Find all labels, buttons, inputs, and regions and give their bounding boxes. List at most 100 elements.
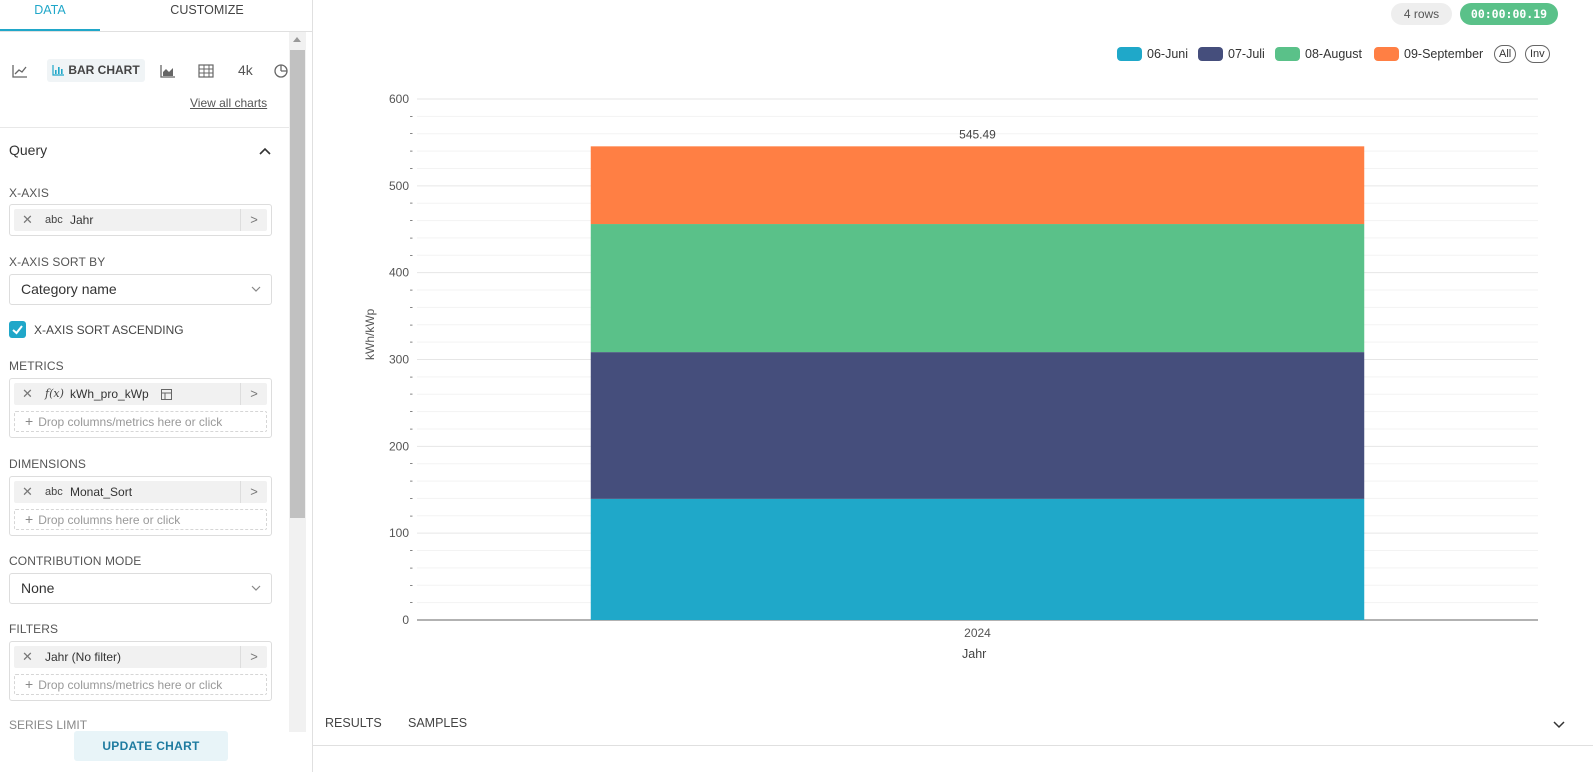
y-axis-title: kWh/kWp <box>363 308 377 360</box>
tab-customize[interactable]: CUSTOMIZE <box>170 3 244 17</box>
scrollbar[interactable] <box>289 32 306 732</box>
x-sort-ascending-label: X-AXIS SORT ASCENDING <box>34 323 184 337</box>
bar-chart-button[interactable]: BAR CHART <box>47 59 145 82</box>
x-axis-pill[interactable]: ✕ abc Jahr > <box>14 209 267 231</box>
filters-label: FILTERS <box>9 622 59 636</box>
x-sort-by-value: Category name <box>21 281 117 297</box>
y-tick-mark: - <box>410 198 413 209</box>
y-tick-mark: - <box>410 459 413 470</box>
chart-legend: 06-Juni 07-Juli 08-August 09-September A… <box>313 44 1593 66</box>
panel-tabs: DATA CUSTOMIZE <box>0 0 312 32</box>
remove-icon[interactable]: ✕ <box>22 212 33 227</box>
y-tick-label: 100 <box>389 526 409 540</box>
x-axis-value: Jahr <box>70 213 94 227</box>
bar-segment-07-juli <box>590 352 1365 499</box>
x-sort-ascending-checkbox[interactable] <box>9 321 26 338</box>
metrics-drop-zone[interactable]: + Drop columns/metrics here or click <box>14 411 267 432</box>
contribution-mode-value: None <box>21 580 55 596</box>
big-number-4k[interactable]: 4k <box>238 62 253 78</box>
legend-all-button[interactable]: All <box>1494 45 1517 63</box>
bar-chart-label: BAR CHART <box>68 63 140 77</box>
check-icon <box>12 325 23 335</box>
dimensions-drop-zone[interactable]: + Drop columns here or click <box>14 509 267 530</box>
legend-label: 08-August <box>1305 47 1362 61</box>
column-type-abc: abc <box>45 486 63 498</box>
legend-swatch <box>1374 47 1399 61</box>
x-sort-by-select[interactable]: Category name <box>9 274 272 305</box>
remove-icon[interactable]: ✕ <box>22 484 33 499</box>
filters-drop-zone[interactable]: + Drop columns/metrics here or click <box>14 674 267 695</box>
tab-results[interactable]: RESULTS <box>325 716 382 730</box>
chevron-right-icon[interactable]: > <box>240 383 267 405</box>
metric-pill[interactable]: ✕ f(x) kWh_pro_kWp > <box>14 383 267 405</box>
table-icon[interactable] <box>198 64 214 78</box>
y-tick-label: 500 <box>389 179 409 193</box>
x-axis-title: Jahr <box>962 647 987 661</box>
query-section-title: Query <box>9 142 48 158</box>
plus-icon: + <box>25 676 34 692</box>
x-sort-by-label: X-AXIS SORT BY <box>9 255 106 269</box>
filters-field: ✕ Jahr (No filter) > + Drop columns/metri… <box>9 641 272 701</box>
view-all-charts-link[interactable]: View all charts <box>190 96 268 110</box>
chevron-down-icon[interactable] <box>1553 721 1565 729</box>
y-tick-mark: - <box>410 111 413 122</box>
bar-chart: ------------------------0100200300400500… <box>389 92 1538 640</box>
pie-chart-icon[interactable] <box>273 64 289 78</box>
y-tick-mark: - <box>410 129 413 140</box>
bar-segment-09-september <box>590 146 1365 225</box>
y-tick-mark: - <box>410 598 413 609</box>
y-tick-label: 0 <box>402 613 409 627</box>
filters-drop-text: Drop columns/metrics here or click <box>38 678 223 692</box>
chevron-right-icon[interactable]: > <box>240 646 267 668</box>
dimensions-drop-text: Drop columns here or click <box>38 513 181 527</box>
chevron-right-icon[interactable]: > <box>240 209 267 231</box>
metrics-drop-text: Drop columns/metrics here or click <box>38 415 223 429</box>
bar-chart-icon <box>52 65 64 76</box>
y-tick-mark: - <box>410 407 413 418</box>
chart-panel: 4 rows 00:00:00.19 06-Juni 07-Juli 08-Au… <box>313 0 1593 772</box>
y-tick-mark: - <box>410 389 413 400</box>
y-tick-label: 300 <box>389 353 409 367</box>
filter-pill[interactable]: ✕ Jahr (No filter) > <box>14 646 267 668</box>
contribution-mode-select[interactable]: None <box>9 573 272 604</box>
x-axis-field: ✕ abc Jahr > <box>9 204 272 236</box>
tab-samples[interactable]: SAMPLES <box>408 716 468 730</box>
calculator-icon <box>161 389 172 400</box>
legend-label: 07-Juli <box>1228 47 1265 61</box>
remove-icon[interactable]: ✕ <box>22 386 33 401</box>
bar-segment-06-juni <box>590 498 1365 620</box>
query-timer-badge: 00:00:00.19 <box>1460 3 1558 25</box>
legend-swatch <box>1275 47 1300 61</box>
legend-swatch <box>1117 47 1142 61</box>
legend-invert-button[interactable]: Inv <box>1525 45 1550 63</box>
y-tick-label: 600 <box>389 92 409 106</box>
update-chart-button[interactable]: UPDATE CHART <box>74 731 228 761</box>
tab-data[interactable]: DATA <box>0 0 100 31</box>
dimensions-label: DIMENSIONS <box>9 457 87 471</box>
metrics-field: ✕ f(x) kWh_pro_kWp > + Drop columns/metri… <box>9 378 272 438</box>
y-tick-mark: - <box>410 146 413 157</box>
y-tick-mark: - <box>410 493 413 504</box>
legend-swatch <box>1198 47 1223 61</box>
y-tick-mark: - <box>410 511 413 522</box>
chevron-right-icon[interactable]: > <box>240 481 267 503</box>
remove-icon[interactable]: ✕ <box>22 649 33 664</box>
x-tick-label: 2024 <box>964 626 991 640</box>
area-chart-icon[interactable] <box>160 64 176 78</box>
chevron-up-icon[interactable] <box>259 146 271 156</box>
scroll-up-arrow-icon[interactable] <box>293 37 301 42</box>
metric-value: kWh_pro_kWp <box>70 387 149 401</box>
y-tick-label: 400 <box>389 266 409 280</box>
scroll-thumb[interactable] <box>290 50 305 518</box>
y-tick-label: 200 <box>389 439 409 453</box>
bar-segment-08-august <box>590 224 1365 353</box>
plus-icon: + <box>25 511 34 527</box>
line-chart-icon[interactable] <box>12 64 28 78</box>
y-tick-mark: - <box>410 250 413 261</box>
legend-label: 09-September <box>1404 47 1484 61</box>
metric-type-fx: f(x) <box>45 387 64 400</box>
dimension-value: Monat_Sort <box>70 485 133 499</box>
dimension-pill[interactable]: ✕ abc Monat_Sort > <box>14 481 267 503</box>
row-count-badge: 4 rows <box>1391 3 1452 25</box>
y-tick-mark: - <box>410 320 413 331</box>
